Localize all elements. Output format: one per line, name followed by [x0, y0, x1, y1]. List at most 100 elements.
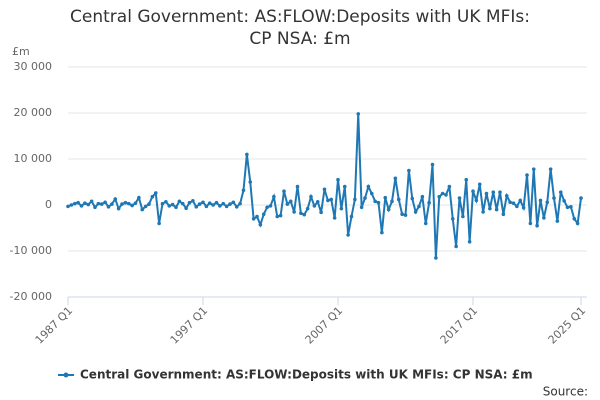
point: [444, 193, 448, 197]
point: [302, 212, 307, 217]
point: [454, 244, 458, 249]
series-line: [67, 113, 582, 258]
legend-marker: [63, 372, 69, 378]
point: [329, 197, 334, 202]
point: [403, 213, 408, 217]
point: [434, 256, 438, 260]
point: [396, 197, 401, 202]
point: [234, 205, 239, 209]
point: [251, 217, 256, 221]
point: [83, 201, 87, 205]
point: [562, 199, 566, 203]
point: [386, 207, 391, 212]
point: [531, 167, 536, 171]
point: [248, 180, 253, 184]
point: [295, 184, 300, 189]
point: [288, 199, 293, 204]
point: [383, 195, 388, 200]
point: [366, 184, 371, 189]
x-tick-label: 2017 Q1: [438, 304, 481, 347]
point: [211, 203, 215, 207]
point: [322, 187, 327, 192]
point: [450, 217, 455, 221]
point: [494, 207, 499, 212]
point: [292, 210, 296, 214]
point: [261, 212, 266, 216]
point: [184, 206, 188, 211]
point: [420, 194, 425, 199]
point: [272, 194, 276, 199]
point: [66, 204, 70, 209]
point: [126, 201, 131, 206]
point: [430, 162, 435, 167]
point: [265, 205, 269, 210]
point: [427, 200, 431, 205]
legend-label: Central Government: AS:FLOW:Deposits wit…: [80, 368, 533, 382]
x-tick-label: 2007 Q1: [303, 304, 346, 347]
point: [180, 201, 185, 206]
point: [548, 167, 553, 171]
y-unit: £m: [12, 45, 30, 58]
point: [484, 191, 489, 196]
point: [498, 190, 502, 194]
point: [508, 200, 512, 205]
point: [447, 184, 452, 189]
point: [319, 210, 323, 215]
point: [542, 216, 546, 220]
point: [275, 214, 280, 219]
point: [575, 221, 580, 226]
point: [137, 195, 141, 200]
chart-title: Central Government: AS:FLOW:Deposits wit…: [70, 7, 530, 49]
point: [207, 201, 212, 205]
point: [160, 201, 165, 206]
point: [356, 112, 361, 116]
point: [305, 206, 310, 211]
point: [474, 198, 479, 203]
y-tick-label: 0: [45, 198, 52, 211]
point: [187, 200, 192, 205]
point: [535, 223, 539, 228]
point: [440, 191, 445, 196]
point: [467, 240, 472, 244]
point: [315, 199, 320, 204]
point: [191, 199, 195, 203]
point: [528, 221, 533, 226]
point: [238, 201, 242, 206]
point: [147, 202, 151, 206]
point: [214, 200, 219, 205]
point: [113, 197, 118, 201]
point: [150, 194, 155, 199]
point: [89, 199, 94, 204]
point: [461, 214, 465, 219]
point: [153, 191, 158, 195]
point: [565, 205, 570, 210]
x-tick-label: 2025 Q1: [546, 304, 589, 347]
point: [285, 202, 290, 206]
point: [86, 202, 91, 207]
point: [521, 205, 526, 210]
point: [241, 188, 246, 193]
point: [197, 202, 202, 206]
point: [326, 198, 330, 203]
point: [558, 190, 563, 194]
point: [346, 233, 350, 237]
point: [511, 201, 516, 205]
point: [245, 152, 249, 157]
point: [407, 168, 411, 173]
y-tick-label: 10 000: [14, 152, 53, 165]
point: [417, 204, 421, 209]
point: [437, 194, 442, 199]
point: [170, 202, 175, 207]
point: [380, 230, 384, 235]
point: [103, 200, 107, 205]
point: [299, 211, 303, 216]
source: Source:: [543, 385, 588, 399]
point: [268, 204, 273, 208]
point: [204, 204, 209, 209]
point: [218, 204, 222, 208]
point: [143, 204, 148, 209]
point: [177, 199, 182, 204]
point: [518, 198, 523, 203]
point: [501, 212, 506, 216]
point: [157, 221, 161, 226]
